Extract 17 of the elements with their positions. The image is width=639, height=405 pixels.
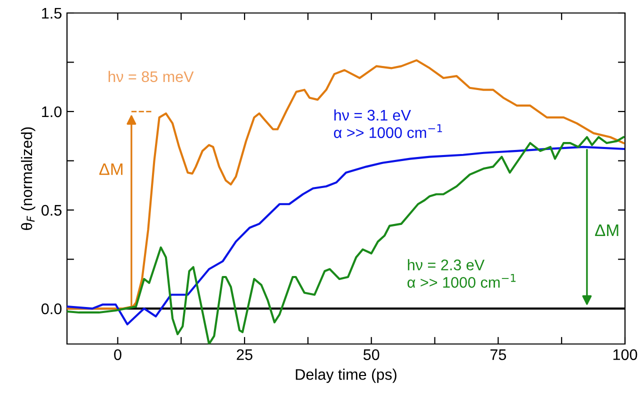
x-tick-label: 25: [236, 349, 252, 360]
x-tick-label: 75: [490, 349, 506, 360]
y-tick-label: 1.0: [42, 106, 62, 118]
y-tick-label: 0.0: [42, 303, 62, 314]
x-tick-label: 100: [613, 349, 638, 360]
y-axis-title: θ$_{F}$ (normalized): [20, 127, 36, 230]
text: hν = 85 meV: [108, 70, 194, 82]
annotation: ΔM: [99, 163, 122, 175]
y-tick-label: 1.5: [42, 8, 62, 19]
series-label: hν = 3.1 eV α >> 1000 cm$^{−1}$: [334, 109, 442, 138]
x-tick-label: 0: [114, 349, 122, 360]
text: hν = 2.3 eV α >> 1000 cm$^{−1}$: [408, 259, 516, 288]
y-tick-label: 0.5: [42, 204, 62, 216]
annotation: ΔM: [595, 224, 618, 236]
x-axis-title: Delay time (ps): [296, 368, 396, 383]
x-tick-label: 50: [363, 349, 380, 360]
line-series: [67, 59, 625, 310]
